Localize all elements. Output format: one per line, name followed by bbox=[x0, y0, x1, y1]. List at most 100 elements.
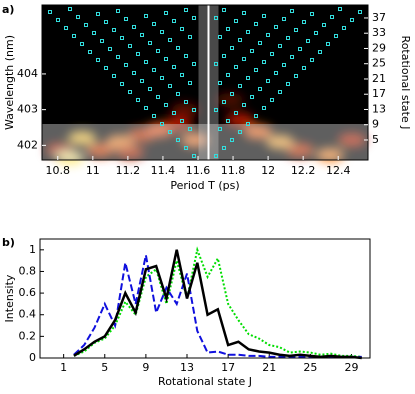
marker bbox=[250, 49, 254, 53]
marker bbox=[172, 19, 176, 23]
x-tick-label: 12.4 bbox=[326, 164, 351, 177]
marker bbox=[192, 154, 196, 158]
marker bbox=[238, 38, 242, 42]
marker bbox=[180, 73, 184, 77]
y2-tick-label: 21 bbox=[372, 72, 386, 85]
marker bbox=[282, 17, 286, 21]
marker bbox=[218, 35, 222, 39]
marker bbox=[230, 138, 234, 142]
marker bbox=[100, 39, 104, 43]
marker bbox=[152, 68, 156, 72]
marker bbox=[214, 154, 218, 158]
marker bbox=[306, 39, 310, 43]
marker bbox=[266, 33, 270, 37]
marker bbox=[172, 111, 176, 115]
marker bbox=[172, 65, 176, 69]
y-tick-label: 403 bbox=[17, 103, 38, 116]
heat-blob bbox=[116, 145, 144, 159]
marker bbox=[80, 42, 84, 46]
x-tick-label: 21 bbox=[262, 361, 276, 374]
marker bbox=[184, 146, 188, 150]
marker bbox=[144, 106, 148, 110]
marker bbox=[184, 54, 188, 58]
x-tick-label: 11.8 bbox=[221, 164, 246, 177]
marker bbox=[234, 19, 238, 23]
marker bbox=[262, 60, 266, 64]
heat-blob bbox=[164, 117, 192, 131]
marker bbox=[294, 28, 298, 32]
marker bbox=[214, 62, 218, 66]
y2-tick-label: 29 bbox=[372, 41, 386, 54]
marker bbox=[222, 100, 226, 104]
marker bbox=[92, 31, 96, 35]
y2-axis-label: Rotational state J bbox=[399, 36, 412, 130]
marker bbox=[148, 41, 152, 45]
y2-tick-label: 5 bbox=[372, 133, 379, 146]
x-tick-label: 29 bbox=[344, 361, 358, 374]
marker bbox=[120, 82, 124, 86]
marker bbox=[278, 90, 282, 94]
marker bbox=[112, 28, 116, 32]
marker bbox=[168, 84, 172, 88]
marker bbox=[84, 23, 88, 27]
marker bbox=[258, 87, 262, 91]
marker bbox=[184, 100, 188, 104]
heat-blob bbox=[244, 125, 272, 139]
marker bbox=[318, 50, 322, 54]
marker bbox=[242, 103, 246, 107]
marker bbox=[238, 130, 242, 134]
marker bbox=[250, 95, 254, 99]
x-tick-label: 9 bbox=[142, 361, 149, 374]
marker bbox=[254, 22, 258, 26]
x-tick-label: 10.8 bbox=[46, 164, 71, 177]
y-axis-label: Intensity bbox=[3, 274, 16, 322]
marker bbox=[128, 90, 132, 94]
marker bbox=[88, 50, 92, 54]
marker bbox=[226, 73, 230, 77]
marker bbox=[246, 30, 250, 34]
plot-frame bbox=[41, 4, 369, 161]
marker bbox=[108, 47, 112, 51]
marker bbox=[156, 95, 160, 99]
marker bbox=[128, 44, 132, 48]
marker bbox=[242, 57, 246, 61]
heat-blob bbox=[316, 148, 344, 162]
marker bbox=[290, 9, 294, 13]
heat-blobs bbox=[46, 93, 366, 165]
heat-blob bbox=[266, 135, 294, 149]
marker bbox=[214, 16, 218, 20]
marker bbox=[104, 20, 108, 24]
x-axis-label: Period T (ps) bbox=[170, 179, 239, 192]
marker bbox=[132, 25, 136, 29]
x-axis-label: Rotational state J bbox=[158, 375, 252, 388]
heat-blob bbox=[181, 133, 209, 147]
marker bbox=[140, 79, 144, 83]
marker bbox=[282, 63, 286, 67]
marker bbox=[160, 30, 164, 34]
marker bbox=[160, 122, 164, 126]
marker bbox=[144, 60, 148, 64]
marker bbox=[104, 66, 108, 70]
marker bbox=[270, 98, 274, 102]
marker bbox=[164, 103, 168, 107]
marker bbox=[156, 49, 160, 53]
marker bbox=[222, 146, 226, 150]
marker bbox=[286, 36, 290, 40]
y-tick-label: 0.6 bbox=[19, 286, 37, 299]
x-tick-label: 25 bbox=[303, 361, 317, 374]
x-tick-label: 1 bbox=[60, 361, 67, 374]
heat-blob bbox=[68, 131, 96, 145]
marker bbox=[188, 81, 192, 85]
x-tick-label: 11.2 bbox=[116, 164, 141, 177]
heat-blob bbox=[86, 143, 114, 157]
x-tick-label: 12 bbox=[261, 164, 275, 177]
marker bbox=[144, 14, 148, 18]
marker bbox=[274, 25, 278, 29]
marker bbox=[278, 44, 282, 48]
marker bbox=[192, 108, 196, 112]
marker bbox=[192, 62, 196, 66]
series-line bbox=[73, 255, 362, 358]
y-tick-label: 0.4 bbox=[19, 308, 37, 321]
marker bbox=[234, 65, 238, 69]
y-tick-label: 0.2 bbox=[19, 329, 37, 342]
